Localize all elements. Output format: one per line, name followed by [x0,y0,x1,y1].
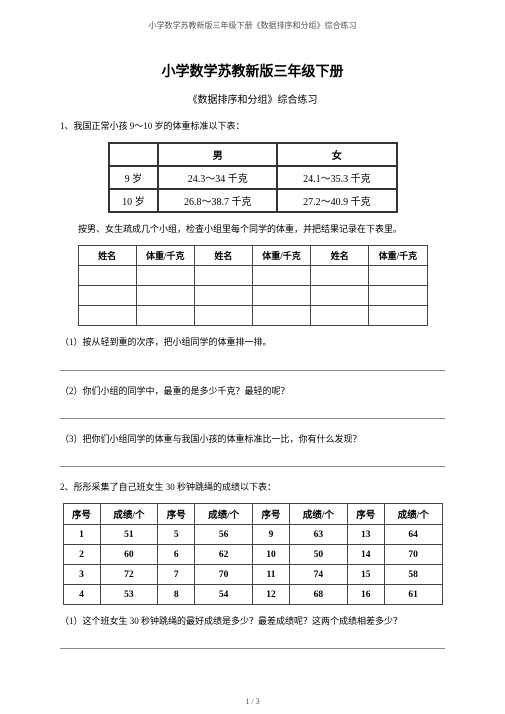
table-cell [369,286,427,306]
table-cell [136,286,194,306]
table-header: 成绩/个 [290,504,348,525]
table-header: 成绩/个 [384,504,442,525]
table-cell: 12 [252,585,289,605]
table-header: 体重/千克 [252,246,310,266]
table-cell: 64 [384,525,442,545]
table-cell: 54 [195,585,253,605]
table-cell: 51 [100,525,158,545]
table-cell [194,306,252,326]
table-header: 姓名 [194,246,252,266]
table-cell [136,306,194,326]
table-cell: 7 [158,565,195,585]
table-cell: 3 [63,565,100,585]
table-cell: 56 [195,525,253,545]
table-cell: 11 [252,565,289,585]
table-cell: 1 [63,525,100,545]
table-cell: 68 [290,585,348,605]
table-cell: 53 [100,585,158,605]
table-header: 体重/千克 [369,246,427,266]
answer-line [60,455,445,467]
table-cell [78,286,136,306]
table-cell: 10 岁 [109,189,159,212]
table-cell: 61 [384,585,442,605]
table-cell: 16 [347,585,384,605]
weight-standard-table: 男 女 9 岁 24.3～34 千克 24.1～35.3 千克 10 岁 26.… [108,142,398,213]
table-cell: 26.8～38.7 千克 [158,189,277,212]
table-cell: 24.1～35.3 千克 [277,166,396,189]
table-cell [109,143,159,166]
table-cell [311,286,369,306]
q1-sub2: （2）你们小组的同学中，最重的是多少千克？最轻的呢？ [60,383,445,399]
table-cell: 6 [158,545,195,565]
table-cell: 4 [63,585,100,605]
q2-intro: 2、彤彤采集了自己班女生 30 秒钟跳绳的成绩以下表： [60,479,445,495]
table-cell [252,306,310,326]
table-cell: 58 [384,565,442,585]
q1-intro: 1、我国正常小孩 9～10 岁的体重标准以下表： [60,118,445,134]
table-cell: 50 [290,545,348,565]
table-cell: 70 [384,545,442,565]
q1-instruction: 按男、女生疏成几个小组，检查小组里每个同学的体重，并把结果记录在下表里。 [60,221,445,237]
table-cell [194,286,252,306]
table-cell: 27.2～40.9 千克 [277,189,396,212]
table-cell [78,266,136,286]
weight-record-table: 姓名 体重/千克 姓名 体重/千克 姓名 体重/千克 [78,245,428,326]
table-header: 成绩/个 [195,504,253,525]
table-cell: 74 [290,565,348,585]
table-cell [369,306,427,326]
table-header: 序号 [252,504,289,525]
table-cell [252,286,310,306]
table-header: 成绩/个 [100,504,158,525]
q1-sub3: （3）把你们小组同学的体重与我国小孩的体重标准比一比，你有什么发现？ [60,431,445,447]
document-subtitle: 《数据排序和分组》综合练习 [60,91,445,106]
table-cell: 5 [158,525,195,545]
table-header: 姓名 [78,246,136,266]
table-header: 体重/千克 [136,246,194,266]
table-cell: 70 [195,565,253,585]
table-header: 序号 [63,504,100,525]
table-cell: 63 [290,525,348,545]
table-cell: 9 [252,525,289,545]
table-cell [194,266,252,286]
q1-sub1: （1）按从轻到重的次序，把小组同学的体重排一排。 [60,334,445,350]
table-cell: 15 [347,565,384,585]
table-cell: 9 岁 [109,166,159,189]
table-cell: 2 [63,545,100,565]
table-header: 序号 [158,504,195,525]
table-header: 姓名 [311,246,369,266]
table-cell [252,266,310,286]
answer-line [60,359,445,371]
table-header-male: 男 [158,143,277,166]
table-cell: 62 [195,545,253,565]
jump-rope-score-table: 序号 成绩/个 序号 成绩/个 序号 成绩/个 序号 成绩/个 1 51 5 5… [63,503,443,605]
q2-sub1: （1）这个班女生 30 秒钟跳绳的最好成绩是多少？最差成绩呢？这两个成绩相差多少… [60,613,445,629]
table-cell: 8 [158,585,195,605]
document-title: 小学数学苏教新版三年级下册 [60,61,445,81]
table-cell: 10 [252,545,289,565]
table-cell: 60 [100,545,158,565]
table-cell [136,266,194,286]
table-header: 序号 [347,504,384,525]
table-cell [78,306,136,326]
page-header: 小学数学苏教新版三年级下册《数据排序和分组》综合练习 [60,20,445,31]
table-header-female: 女 [277,143,396,166]
table-cell [311,306,369,326]
table-cell [369,266,427,286]
answer-line [60,407,445,419]
table-cell: 14 [347,545,384,565]
table-cell: 13 [347,525,384,545]
page-number: 1 / 3 [0,697,505,706]
answer-line [60,637,445,649]
table-cell: 72 [100,565,158,585]
table-cell: 24.3～34 千克 [158,166,277,189]
table-cell [311,266,369,286]
